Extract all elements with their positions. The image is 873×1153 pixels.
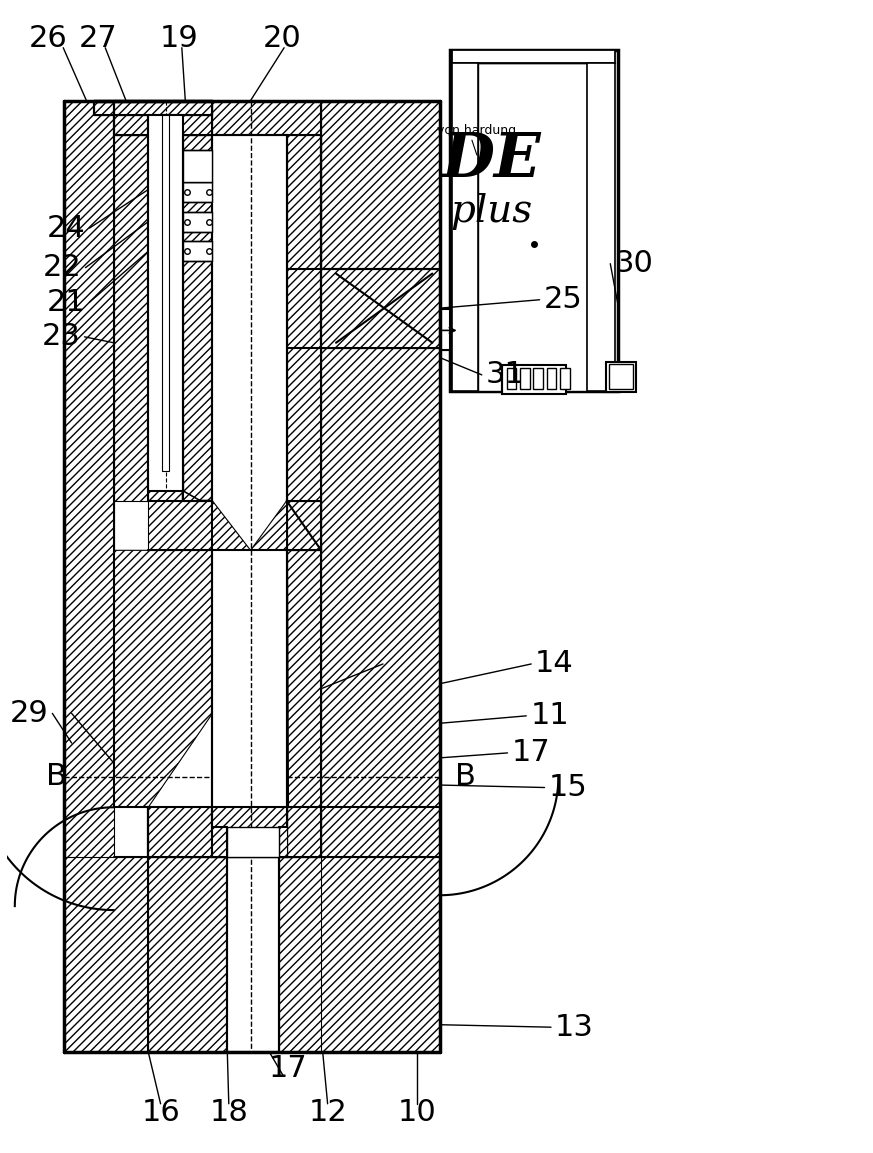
Bar: [607, 362, 636, 392]
Bar: [227, 827, 279, 857]
Bar: [321, 269, 440, 348]
Polygon shape: [148, 857, 227, 1052]
Polygon shape: [148, 466, 212, 500]
Bar: [182, 212, 212, 232]
Polygon shape: [321, 269, 440, 348]
Bar: [533, 369, 543, 390]
Polygon shape: [212, 807, 286, 857]
Text: 18: 18: [210, 1098, 248, 1128]
Text: 16: 16: [141, 1098, 180, 1128]
Text: 10: 10: [397, 1098, 436, 1128]
Polygon shape: [65, 857, 440, 1052]
Text: 23: 23: [42, 323, 80, 352]
Text: 26: 26: [29, 24, 68, 53]
Polygon shape: [94, 100, 212, 115]
Text: plus: plus: [450, 194, 533, 231]
Bar: [321, 269, 440, 348]
Bar: [227, 857, 279, 1052]
Bar: [587, 62, 615, 391]
Text: 29: 29: [10, 699, 48, 728]
Polygon shape: [113, 100, 212, 135]
Bar: [162, 115, 169, 472]
Polygon shape: [94, 100, 212, 115]
Polygon shape: [286, 135, 321, 550]
Polygon shape: [182, 135, 212, 500]
Text: 31: 31: [485, 361, 525, 390]
Text: B: B: [455, 762, 476, 791]
Text: 24: 24: [47, 213, 86, 242]
Text: 13: 13: [555, 1012, 594, 1041]
Text: 27: 27: [79, 24, 117, 53]
Text: 12: 12: [308, 1098, 347, 1128]
Bar: [182, 150, 212, 182]
Text: 21: 21: [47, 288, 86, 317]
Bar: [182, 241, 212, 262]
Polygon shape: [286, 807, 321, 857]
Polygon shape: [286, 807, 321, 857]
Polygon shape: [65, 100, 113, 1052]
Text: 11: 11: [530, 701, 569, 730]
Text: 15: 15: [548, 773, 588, 802]
Polygon shape: [148, 807, 212, 857]
Text: 17: 17: [269, 1054, 307, 1083]
Text: 14: 14: [535, 649, 574, 678]
Text: B: B: [46, 762, 67, 791]
Text: DE: DE: [442, 130, 541, 190]
Polygon shape: [212, 500, 251, 550]
Text: 20: 20: [262, 24, 301, 53]
Polygon shape: [251, 500, 286, 550]
Polygon shape: [286, 500, 321, 550]
Polygon shape: [321, 100, 440, 1052]
Bar: [450, 51, 618, 391]
Bar: [519, 369, 530, 390]
Bar: [478, 62, 587, 391]
Text: 25: 25: [544, 285, 582, 315]
Bar: [609, 364, 633, 390]
Polygon shape: [113, 100, 212, 135]
Bar: [148, 115, 182, 491]
Bar: [502, 366, 566, 393]
Text: 30: 30: [615, 249, 653, 278]
Polygon shape: [148, 807, 212, 857]
Bar: [212, 807, 286, 857]
Polygon shape: [113, 135, 148, 500]
Polygon shape: [279, 857, 321, 1052]
Polygon shape: [113, 550, 212, 807]
Bar: [560, 369, 570, 390]
Bar: [506, 369, 517, 390]
Bar: [440, 309, 450, 351]
Polygon shape: [113, 100, 321, 135]
Bar: [452, 62, 478, 391]
Text: 19: 19: [160, 24, 199, 53]
Bar: [182, 182, 212, 202]
Bar: [546, 369, 556, 390]
Polygon shape: [286, 550, 321, 807]
Polygon shape: [148, 466, 212, 550]
Text: 17: 17: [512, 738, 550, 768]
Text: 22: 22: [43, 254, 81, 282]
Bar: [212, 135, 286, 857]
Text: von hardung: von hardung: [437, 123, 517, 137]
Bar: [452, 51, 615, 62]
Polygon shape: [148, 466, 212, 500]
